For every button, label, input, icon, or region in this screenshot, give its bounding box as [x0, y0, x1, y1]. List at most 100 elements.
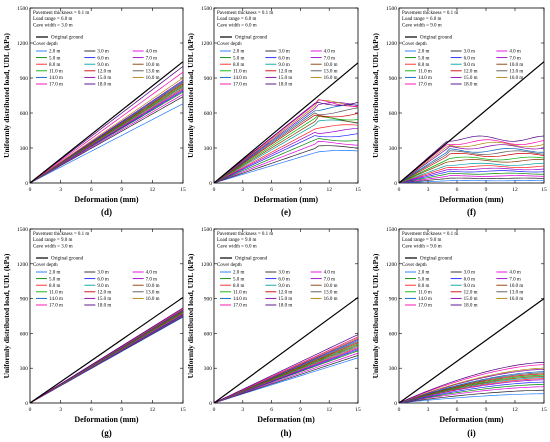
legend-label: 17.0 m [49, 304, 63, 309]
legend-label: 2.0 m [418, 50, 430, 55]
legend-title: Cover depth [402, 263, 427, 268]
x-tick-label: 15 [355, 407, 361, 413]
series-line [213, 107, 359, 184]
info-text: Cave width = 9.0 m [402, 244, 442, 249]
legend-label: 2.0 m [233, 50, 245, 55]
legend-label: 11.0 m [418, 291, 432, 296]
x-tick-label: 9 [485, 187, 488, 193]
legend-label: 7.0 m [146, 277, 158, 282]
legend-label: 3.0 m [464, 50, 476, 55]
series-line [398, 148, 545, 184]
x-tick-label: 12 [512, 187, 518, 193]
x-tick-label: 6 [456, 187, 459, 193]
legend-label: 16.0 m [509, 297, 523, 302]
series-line [213, 352, 359, 404]
y-tick-label: 600 [204, 111, 213, 117]
legend-title: Cover depth [33, 263, 58, 268]
x-tick-label: 6 [270, 187, 273, 193]
series-line [213, 334, 359, 404]
info-text: Pavement thickness = 0.1 m [217, 11, 273, 16]
legend-label: 15.0 m [97, 297, 111, 302]
legend-label: 10.0 m [324, 63, 338, 68]
legend-label: 17.0 m [49, 83, 63, 88]
chart-panel: 0 3 6 9 12 15 0 300 600 900 1200 1500 Deformation (m… [186, 6, 361, 217]
y-axis-label: Uniformly distributed load, UDL (kPa) [371, 253, 380, 378]
legend-label: 17.0 m [418, 304, 432, 309]
legend-label: 12.0 m [464, 70, 478, 75]
info-text: Cave width = 9.0 m [402, 23, 442, 28]
x-axis-label: Deformation (m) [257, 415, 315, 424]
y-axis-label: Uniformly distributed load, UDL (kPa) [2, 33, 11, 158]
series-line [213, 113, 359, 184]
series-line [398, 386, 545, 404]
series-line [398, 389, 545, 404]
legend-label: Original ground [235, 36, 268, 41]
x-tick-label: 0 [398, 187, 401, 193]
y-tick-label: 900 [20, 76, 29, 82]
panel-label: (i) [467, 428, 476, 438]
legend-label: 10.0 m [509, 63, 523, 68]
series-line [398, 381, 545, 404]
series-line-original-ground [213, 62, 359, 184]
plot-frame [29, 228, 184, 404]
x-tick-label: 9 [485, 407, 488, 413]
legend-label: 12.0 m [464, 291, 478, 296]
info-text: Pavement thickness = 0.1 m [402, 232, 458, 237]
legend-label: 7.0 m [146, 56, 158, 61]
series-line [29, 66, 184, 184]
info-text: Cave width = 6.0 m [217, 244, 257, 249]
series-line [398, 135, 545, 184]
series-line [213, 119, 359, 184]
legend-label: 12.0 m [97, 291, 111, 296]
series-line [398, 364, 545, 404]
x-tick-label: 6 [270, 407, 273, 413]
info-text: Pavement thickness = 0.1 m [33, 11, 89, 16]
y-tick-label: 1200 [386, 41, 397, 47]
legend-label: 3.0 m [97, 271, 109, 276]
info-text: Cave width = 3.0 m [33, 23, 73, 28]
x-tick-label: 15 [180, 407, 186, 413]
legend-label: 14.0 m [49, 76, 63, 81]
legend-label: 16.0 m [324, 76, 338, 81]
x-tick-label: 0 [213, 187, 216, 193]
series-line [398, 144, 545, 184]
plot-frame [29, 7, 184, 184]
legend-label: 4.0 m [324, 50, 336, 55]
series-line [213, 355, 359, 404]
x-tick-label: 3 [241, 187, 244, 193]
info-text: Cave width = 6.0 m [217, 23, 257, 28]
legend-label: 16.0 m [146, 76, 160, 81]
legend-label: 2.0 m [49, 271, 61, 276]
y-tick-label: 1500 [17, 6, 28, 12]
legend-label: 13.0 m [324, 291, 338, 296]
series-line [398, 141, 545, 184]
y-tick-label: 600 [204, 331, 213, 337]
legend-label: 7.0 m [509, 56, 521, 61]
series-line [398, 159, 545, 184]
legend-label: 13.0 m [146, 291, 160, 296]
series-line [213, 133, 359, 184]
legend-label: 12.0 m [278, 291, 292, 296]
y-tick-label: 0 [394, 181, 397, 187]
legend-label: 14.0 m [233, 297, 247, 302]
legend-label: 17.0 m [418, 83, 432, 88]
legend-label: 7.0 m [324, 56, 336, 61]
y-axis-label: Uniformly distributed load, UDL (kPa) [2, 253, 11, 378]
series-line [398, 156, 545, 184]
legend-label: 12.0 m [278, 70, 292, 75]
legend-label: 18.0 m [97, 304, 111, 309]
legend-label: 8.0 m [418, 284, 430, 289]
series-line [398, 150, 545, 184]
x-tick-label: 0 [29, 187, 32, 193]
info-text: Cave width = 3.0 m [33, 244, 73, 249]
x-tick-label: 9 [120, 407, 123, 413]
info-text: Pavement thickness = 0.1 m [217, 232, 273, 237]
legend-label: 17.0 m [233, 304, 247, 309]
series-line [213, 114, 359, 184]
legend-label: Original ground [51, 36, 84, 41]
legend-label: 14.0 m [418, 76, 432, 81]
plot-frame [213, 7, 359, 184]
legend-label: Original ground [51, 257, 84, 262]
y-tick-label: 0 [209, 181, 212, 187]
